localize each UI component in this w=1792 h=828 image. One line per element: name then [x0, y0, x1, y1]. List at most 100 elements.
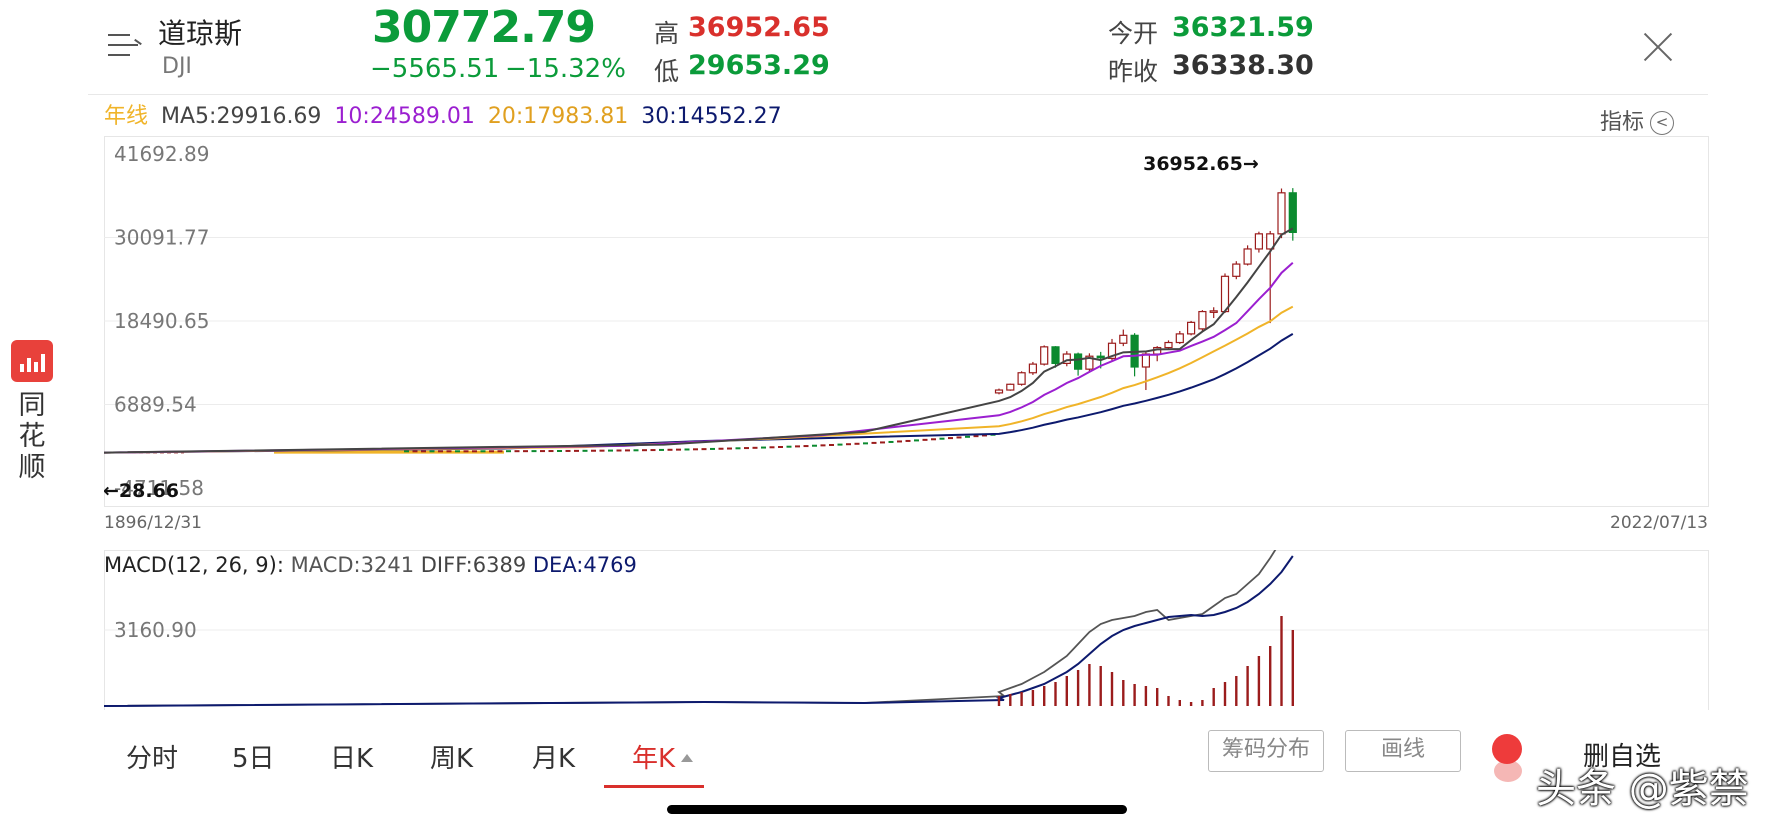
close-icon[interactable] — [1643, 32, 1673, 62]
small-candle — [599, 449, 605, 452]
small-candle — [846, 443, 851, 446]
tab-monthly-k[interactable]: 月K — [532, 744, 576, 774]
caret-up-icon — [681, 753, 694, 762]
small-candle — [463, 450, 469, 453]
tab-intraday[interactable]: 分时 — [126, 744, 179, 774]
small-candle — [965, 435, 970, 438]
small-candle — [939, 437, 945, 440]
small-candle — [446, 450, 452, 453]
candle — [1232, 261, 1241, 280]
y-tick-label: -4711.58 — [114, 476, 204, 500]
stock-name: 道琼斯 — [158, 17, 243, 50]
candle-body — [1085, 355, 1094, 370]
watermark: 头条 @紫禁 — [1536, 766, 1749, 812]
high-label: 高 — [654, 19, 680, 48]
tonghuashun-logo-icon[interactable] — [11, 340, 53, 382]
macd-bar — [997, 696, 1001, 706]
candle — [1198, 310, 1207, 332]
macd-frame — [104, 550, 1709, 710]
tab-yearly-k[interactable]: 年K — [632, 738, 694, 775]
small-candle — [795, 445, 800, 448]
ma-legend: 年线 MA5:29916.69 10:24589.01 20:17983.81 … — [104, 98, 788, 130]
small-candle — [557, 449, 562, 452]
ma5-line — [104, 227, 1294, 454]
prev-close-label: 昨收 — [1108, 57, 1159, 86]
remove-favorite-button[interactable]: 删自选 — [1583, 742, 1662, 772]
x-start-label: 1896/12/31 — [104, 513, 202, 533]
small-candle — [914, 439, 919, 442]
kline-chart[interactable]: 41692.89 30091.77 18490.65 6889.54 -4711.58 1… — [104, 136, 1712, 536]
small-candle — [633, 449, 639, 452]
small-candle — [472, 450, 477, 453]
macd-bar — [1201, 700, 1204, 706]
candle — [1186, 320, 1196, 336]
diff-value: DIFF:6389 — [420, 553, 527, 577]
macd-bar — [1189, 702, 1193, 706]
small-candle — [812, 444, 817, 447]
draw-line-button[interactable]: 画线 — [1345, 730, 1461, 772]
small-candle — [718, 447, 724, 450]
small-candle — [829, 443, 834, 446]
candle-body — [1073, 353, 1083, 370]
small-candle — [676, 448, 681, 451]
candle-body — [1017, 372, 1026, 385]
macd-bar — [1088, 664, 1091, 706]
candle-body — [1288, 192, 1297, 234]
small-candle — [642, 449, 647, 452]
x-end-label: 2022/07/13 — [1610, 513, 1708, 533]
small-candle — [693, 448, 698, 451]
small-candle — [608, 449, 613, 452]
candle-body — [1209, 310, 1218, 313]
small-candle — [421, 450, 426, 453]
macd-bar — [1099, 666, 1102, 706]
candle — [994, 388, 1004, 395]
small-candle — [531, 450, 537, 453]
candle — [1028, 361, 1038, 375]
small-candle — [582, 449, 588, 452]
small-candle — [735, 447, 741, 450]
small-candle — [625, 449, 630, 452]
candle — [1209, 307, 1218, 319]
candle — [1141, 351, 1151, 391]
open-label: 今开 — [1108, 19, 1159, 48]
small-candle — [837, 443, 843, 446]
macd-bar — [1280, 616, 1283, 706]
candle — [1051, 346, 1060, 368]
y-tick-label: 41692.89 — [114, 142, 209, 166]
small-candle — [727, 447, 732, 450]
small-candle — [931, 438, 936, 441]
indicator-button[interactable]: 指标 < — [1600, 104, 1675, 136]
small-candle — [548, 450, 554, 453]
menu-icon[interactable] — [108, 30, 142, 60]
small-candle — [667, 448, 673, 451]
side-app-name[interactable]: 同花顺 — [18, 390, 46, 483]
small-candle — [854, 442, 860, 445]
home-indicator[interactable] — [667, 805, 1127, 814]
ma20-line — [104, 305, 1294, 454]
small-candle — [523, 450, 528, 453]
small-candle — [880, 441, 885, 444]
macd-y-tick: 3160.90 — [114, 618, 197, 642]
diff-line — [104, 550, 1277, 707]
small-candle — [769, 446, 775, 449]
dea-line — [104, 555, 1294, 707]
macd-chart[interactable]: 3160.90 — [104, 550, 1712, 710]
chevron-left-icon: < — [1650, 111, 1675, 135]
candle-body — [1040, 346, 1049, 365]
indicator-label: 指标 — [1600, 110, 1645, 135]
tab-daily-k[interactable]: 日K — [330, 744, 374, 774]
ma-period-label: 年线 — [104, 104, 149, 129]
low-label: 低 — [654, 57, 680, 86]
chip-distribution-button[interactable]: 筹码分布 — [1208, 730, 1324, 772]
ma10-value: 10:24589.01 — [334, 104, 475, 129]
ma30-line — [104, 332, 1294, 454]
tab-weekly-k[interactable]: 周K — [430, 744, 474, 774]
small-candle — [684, 448, 690, 451]
tab-5day[interactable]: 5日 — [232, 744, 275, 774]
macd-bar — [1133, 684, 1136, 706]
favorite-shadow-icon — [1494, 760, 1522, 782]
candle — [1277, 188, 1286, 239]
macd-bar — [1065, 676, 1068, 706]
candle — [1085, 353, 1094, 372]
macd-bar — [1031, 690, 1035, 706]
